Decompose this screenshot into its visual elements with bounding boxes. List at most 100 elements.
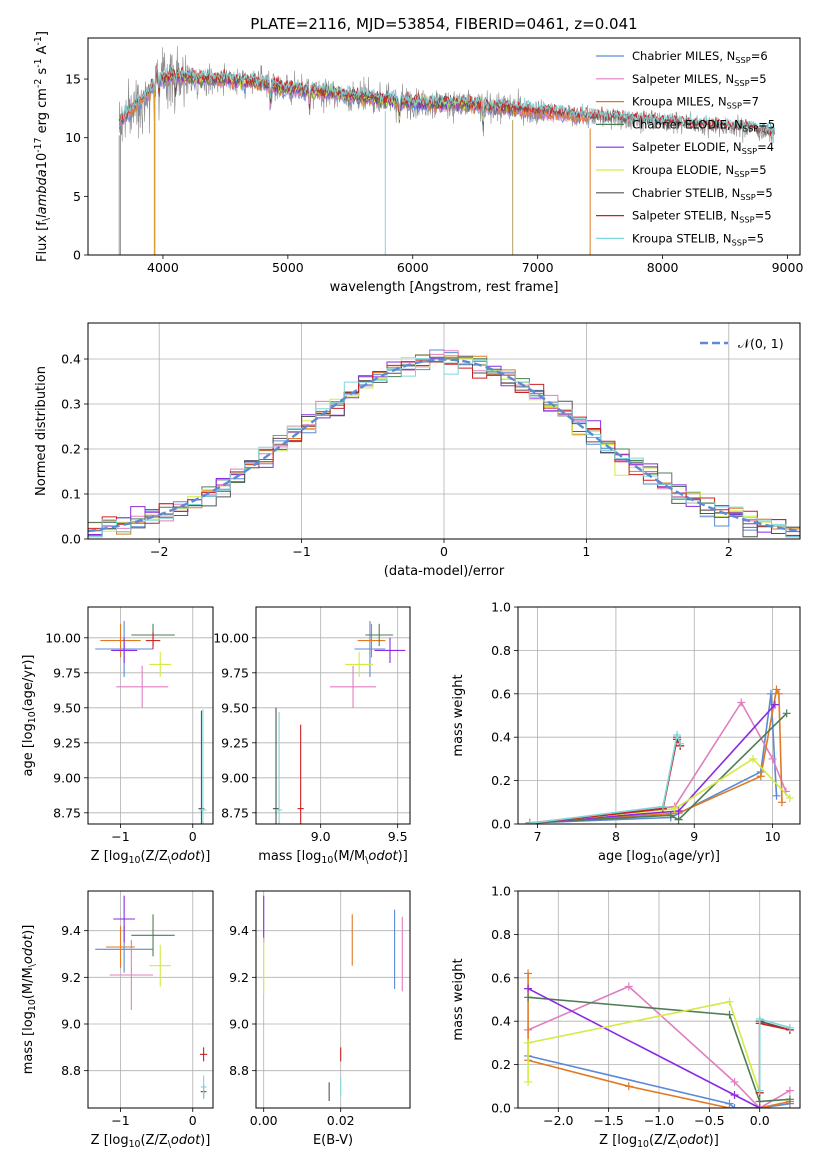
x-axis-label: wavelength [Angstrom, rest frame] xyxy=(330,280,559,295)
y-tick-label: 0.8 xyxy=(491,927,511,942)
y-tick-label: 10 xyxy=(65,130,81,145)
y-axis-label: mass [log10(M/M\odot)] xyxy=(21,925,38,1075)
legend-label: 𝒩(0, 1) xyxy=(738,336,784,351)
y-tick-label: 0.4 xyxy=(491,1014,511,1029)
y-tick-label: 0.8 xyxy=(491,643,511,658)
weight-marker xyxy=(725,1104,734,1108)
x-tick-label: 4000 xyxy=(147,260,179,275)
y-axis-label: Normed distribution xyxy=(34,366,49,496)
x-axis-label: Z [log10(Z/Z\odot)] xyxy=(91,1133,211,1150)
y-tick-label: 9.4 xyxy=(229,923,249,938)
legend: 𝒩(0, 1) xyxy=(700,336,784,351)
model-spectrum-kroupa-stelib xyxy=(118,65,776,138)
legend-label: Chabrier ELODIE, NSSP=5 xyxy=(632,117,775,133)
x-axis-label: E(B-V) xyxy=(313,1133,353,1148)
x-axis-label: age [log10(age/yr)] xyxy=(598,849,720,866)
weight-line-chabrier-miles xyxy=(529,693,778,824)
x-tick-label: 10 xyxy=(765,829,781,844)
legend-label: Salpeter MILES, NSSP=5 xyxy=(632,72,767,88)
weight-marker xyxy=(767,689,776,698)
y-tick-label: 1.0 xyxy=(491,884,511,899)
y-tick-label: 0 xyxy=(73,248,81,263)
plot-area xyxy=(88,349,800,539)
axes-residuals: −2 −1 0 1 2 0.0 0.1 0.2 0.3 0.4 (data-model)/error… xyxy=(34,322,801,579)
weight-line-kroupa-stelib xyxy=(529,732,681,824)
legend-label: Kroupa MILES, NSSP=7 xyxy=(632,95,759,111)
plot-area xyxy=(272,621,406,824)
weight-marker xyxy=(749,754,757,763)
x-tick-label: 0.00 xyxy=(250,1113,278,1128)
weight-marker xyxy=(755,1086,764,1095)
y-tick-label: 9.00 xyxy=(221,770,249,785)
y-tick-label: 0.2 xyxy=(491,1057,511,1072)
weight-marker xyxy=(782,709,791,718)
x-tick-label: 0 xyxy=(189,829,197,844)
axes-frame xyxy=(255,890,411,1109)
normal-curve xyxy=(88,358,798,533)
y-axis-label: age [log10(age/yr)] xyxy=(21,655,38,777)
weight-marker xyxy=(768,754,777,763)
plot-area xyxy=(118,45,776,255)
axes-frame xyxy=(517,890,801,1109)
y-tick-label: 9.25 xyxy=(53,735,81,750)
weight-line-chabrier-stelib xyxy=(758,1020,791,1093)
y-tick-label: 15 xyxy=(65,72,81,87)
weight-marker xyxy=(772,685,781,694)
axes-frame xyxy=(87,37,801,256)
weight-marker xyxy=(624,1082,633,1091)
weight-marker xyxy=(770,700,779,709)
axes-mass_vs_EBV: 0.00 0.02 8.8 9.0 9.2 9.4 E(B-V) xyxy=(229,890,411,1148)
y-tick-label: 0.4 xyxy=(61,352,81,367)
x-tick-label: 2 xyxy=(725,544,733,559)
grid xyxy=(88,891,213,1108)
y-tick-label: 9.2 xyxy=(61,970,81,985)
y-tick-label: 9.75 xyxy=(221,665,249,680)
axes-frame xyxy=(87,322,801,540)
x-tick-label: 0.02 xyxy=(327,1113,355,1128)
weight-marker xyxy=(785,1095,794,1104)
axes-mass_vs_Z: −1 0 8.8 9.0 9.2 9.4 Z [log10(Z/Z\odot)] mass [… xyxy=(21,890,214,1150)
weight-line-chabrier-elodie xyxy=(529,712,788,824)
y-tick-label: 9.4 xyxy=(61,923,81,938)
legend-label: Kroupa STELIB, NSSP=5 xyxy=(632,231,764,247)
x-tick-label: 8000 xyxy=(647,260,679,275)
y-tick-label: 0.2 xyxy=(61,442,81,457)
axes-frame xyxy=(517,606,801,825)
weight-marker xyxy=(674,815,683,824)
x-axis-label: Z [log10(Z/Z\odot)] xyxy=(91,849,211,866)
y-tick-label: 0.3 xyxy=(61,397,81,412)
y-tick-label: 8.8 xyxy=(229,1063,249,1078)
x-tick-label: −1 xyxy=(111,1113,129,1128)
x-tick-label: 0 xyxy=(189,1113,197,1128)
weight-marker xyxy=(755,1015,764,1024)
y-tick-label: 0.2 xyxy=(491,773,511,788)
axes-frame xyxy=(87,606,214,825)
x-tick-label: −0.5 xyxy=(694,1113,724,1128)
legend-label: Chabrier STELIB, NSSP=5 xyxy=(632,186,773,202)
x-tick-label: −1 xyxy=(292,544,310,559)
y-tick-label: 1.0 xyxy=(491,600,511,615)
legend-label: Chabrier MILES, NSSP=6 xyxy=(632,49,768,65)
weight-line-salpeter-stelib xyxy=(758,1022,791,1093)
x-tick-label: −2.0 xyxy=(543,1113,573,1128)
x-axis-label: (data-model)/error xyxy=(384,564,505,579)
x-tick-label: 1 xyxy=(582,544,590,559)
y-tick-label: 8.75 xyxy=(221,805,249,820)
weight-marker xyxy=(525,819,534,824)
weight-marker xyxy=(755,1104,764,1108)
x-tick-label: 0 xyxy=(440,544,448,559)
plot-area xyxy=(95,895,208,1099)
y-axis-label: Flux [f\lambda10-17 erg cm-2 s-1 A-1] xyxy=(33,31,52,262)
x-tick-label: 9.0 xyxy=(311,829,331,844)
x-tick-label: 9000 xyxy=(772,260,804,275)
x-tick-label: 0.0 xyxy=(750,1113,770,1128)
legend-label: Salpeter ELODIE, NSSP=4 xyxy=(632,140,774,156)
weight-marker xyxy=(730,1077,739,1086)
grid xyxy=(88,607,213,824)
weight-marker xyxy=(658,802,667,811)
y-axis-label: mass weight xyxy=(451,958,466,1040)
legend: Chabrier MILES, NSSP=6 Salpeter MILES, NS… xyxy=(596,49,775,247)
y-tick-label: 0.4 xyxy=(491,730,511,745)
y-axis-label: mass weight xyxy=(451,674,466,756)
weight-line-salpeter-elodie xyxy=(529,704,776,824)
